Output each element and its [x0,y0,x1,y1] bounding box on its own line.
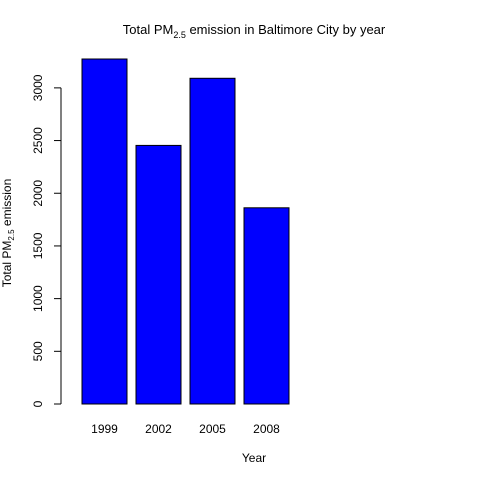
chart-title: Total PM2.5 emission in Baltimore City b… [123,22,386,40]
y-tick-label: 500 [31,341,45,361]
x-tick-label-1999: 1999 [91,422,118,436]
y-axis-label-suffix: emission [0,179,14,230]
bar-2002 [135,144,182,405]
bar-2008 [243,207,290,405]
x-axis-label: Year [242,451,266,465]
y-tick-label: 3000 [31,74,45,101]
y-axis: 0 500 1000 1500 2000 2500 3000 [31,74,62,407]
x-tick-labels: 1999 2002 2005 2008 [91,422,280,436]
bar-1999 [81,58,128,405]
x-tick-label-2002: 2002 [145,422,172,436]
y-tick-label: 0 [31,400,45,407]
y-tick-label: 2500 [31,127,45,154]
y-axis-label-subscript: 2.5 [7,229,16,241]
bar-2005 [189,77,236,405]
chart-title-prefix: Total PM [123,22,174,37]
chart-title-subscript: 2.5 [173,30,186,40]
bars [81,58,290,405]
x-tick-label-2005: 2005 [199,422,226,436]
y-tick-label: 2000 [31,180,45,207]
x-tick-label-2008: 2008 [253,422,280,436]
y-axis-label-prefix: Total PM [0,241,14,288]
y-tick-label: 1000 [31,285,45,312]
y-axis-label: Total PM2.5 emission [0,179,16,288]
chart-title-suffix: emission in Baltimore City by year [186,22,386,37]
y-tick-label: 1500 [31,232,45,259]
